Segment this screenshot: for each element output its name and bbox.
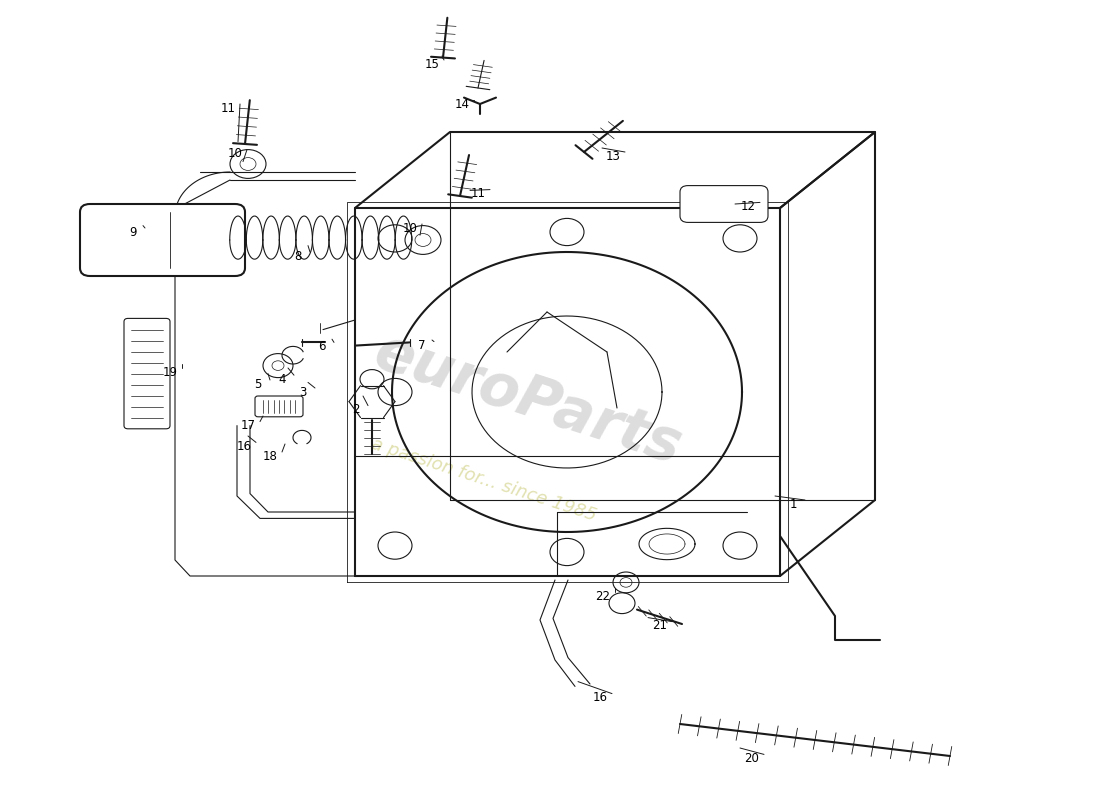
FancyBboxPatch shape: [255, 396, 302, 417]
Text: 3: 3: [299, 386, 307, 398]
Text: 13: 13: [606, 150, 620, 162]
Text: 9: 9: [130, 226, 136, 238]
Text: 11: 11: [471, 187, 485, 200]
Text: 6: 6: [318, 340, 326, 353]
Text: 17: 17: [241, 419, 255, 432]
Text: 12: 12: [740, 200, 756, 213]
Text: 10: 10: [228, 147, 242, 160]
Text: 21: 21: [652, 619, 668, 632]
Text: 14: 14: [454, 98, 470, 110]
Text: 20: 20: [745, 752, 759, 765]
Text: 19: 19: [163, 366, 177, 378]
Text: 10: 10: [403, 222, 417, 234]
Text: 11: 11: [220, 102, 235, 114]
Text: 18: 18: [263, 450, 277, 462]
Text: 16: 16: [236, 440, 252, 453]
Text: 7: 7: [418, 339, 426, 352]
Text: 16: 16: [593, 691, 607, 704]
Text: 15: 15: [425, 58, 439, 70]
Text: euroParts: euroParts: [367, 323, 689, 477]
Text: 1: 1: [790, 498, 796, 510]
FancyBboxPatch shape: [80, 204, 245, 276]
Text: 2: 2: [352, 403, 360, 416]
Text: 22: 22: [595, 590, 610, 602]
FancyBboxPatch shape: [680, 186, 768, 222]
Text: 5: 5: [254, 378, 262, 390]
Text: 4: 4: [278, 373, 286, 386]
FancyBboxPatch shape: [124, 318, 170, 429]
Text: a passion for... since 1985: a passion for... since 1985: [370, 435, 598, 525]
Text: 8: 8: [295, 250, 301, 262]
